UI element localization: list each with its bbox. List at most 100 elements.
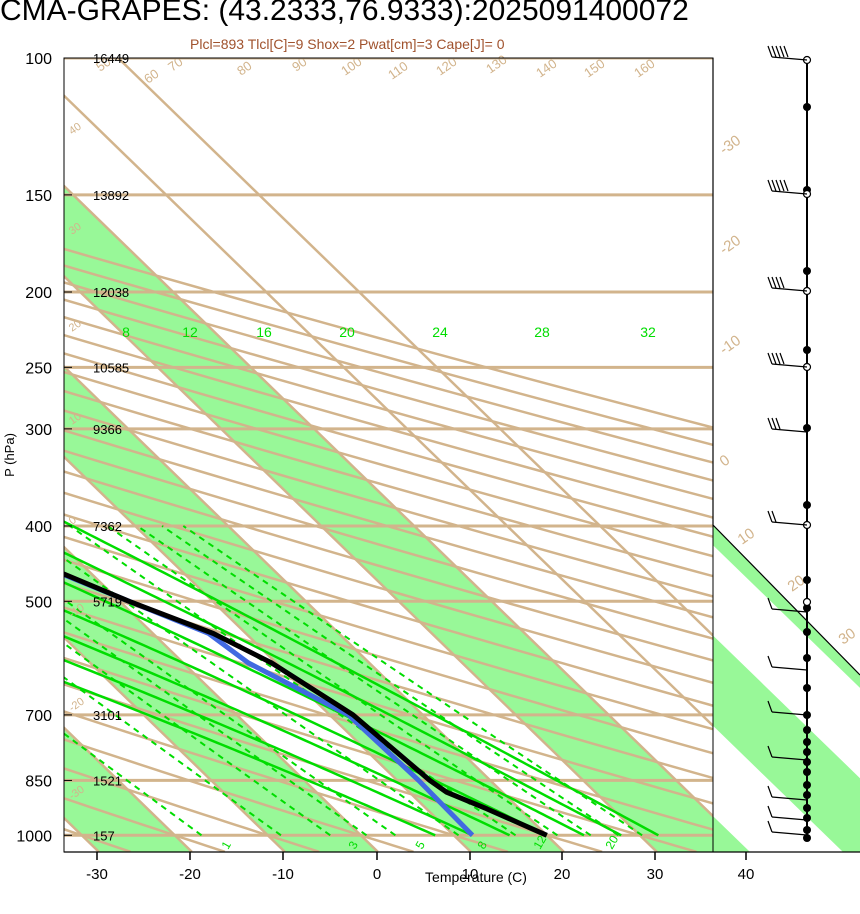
- wind-barb-flag: [779, 276, 785, 289]
- dry-adiabat-label: 30: [836, 625, 859, 648]
- moist-adiabat: [64, 581, 585, 837]
- moist-adiabat: [64, 551, 622, 837]
- wind-barb: [771, 56, 808, 61]
- wind-level-dot: [803, 814, 811, 822]
- dry-adiabat-label: 110: [385, 58, 411, 82]
- wind-level-dot: [803, 346, 811, 354]
- dry-adiabat: [64, 535, 713, 731]
- dry-adiabat: [64, 491, 713, 685]
- wind-barb-flag: [767, 597, 773, 610]
- wind-barb-flag: [779, 352, 785, 365]
- wind-level-dot: [803, 654, 811, 662]
- wind-level-dot: [803, 726, 811, 734]
- dry-adiabat: [64, 710, 509, 852]
- moist-adiabat-label: 20: [339, 324, 355, 340]
- pressure-tick-label: 250: [25, 360, 52, 377]
- wind-barb: [771, 608, 808, 613]
- mixing-ratio-label: 20: [602, 833, 621, 852]
- wind-barb-flag: [779, 45, 785, 58]
- wind-barb-flag: [783, 179, 789, 192]
- wind-barb: [771, 521, 808, 526]
- dry-adiabat-label: 10: [735, 525, 758, 548]
- height-label: 13892: [93, 188, 129, 203]
- wind-barb-flag: [767, 179, 773, 192]
- wind-level-dot: [803, 738, 811, 746]
- dry-adiabat: [64, 582, 713, 780]
- dry-adiabat-label: 60: [141, 66, 161, 87]
- dry-adiabat-label: 50: [93, 54, 113, 75]
- height-label: 1521: [93, 773, 122, 788]
- temperature-profile: [64, 571, 548, 838]
- dry-adiabat: [64, 264, 713, 447]
- dry-adiabat: [64, 558, 713, 755]
- dry-adiabat: [64, 352, 713, 538]
- height-label: 5719: [93, 594, 122, 609]
- dry-adiabat-label: 80: [234, 58, 254, 79]
- dry-adiabat: [64, 315, 713, 501]
- dry-adiabat-label: 120: [433, 54, 459, 79]
- dry-adiabat: [64, 606, 713, 805]
- wind-barb-flag: [767, 655, 773, 668]
- x-tick-label: -10: [272, 866, 294, 883]
- wind-barb-flag: [767, 820, 773, 833]
- wind-level-dot: [803, 684, 811, 692]
- x-tick-label: 20: [554, 866, 571, 883]
- wind-barb-flag: [767, 510, 773, 523]
- mixing-ratio-line: [64, 676, 282, 837]
- wind-level-dot: [803, 781, 811, 789]
- x-tick-label: 40: [738, 866, 755, 883]
- dry-adiabat: [64, 470, 713, 662]
- wind-barb-flag: [767, 700, 773, 713]
- wind-barb: [771, 190, 808, 195]
- dry-adiabat-label: 20: [785, 572, 808, 595]
- wind-level-dot: [803, 267, 811, 275]
- moist-adiabat-label: 16: [256, 324, 272, 340]
- isotherm-band: [64, 185, 713, 852]
- height-label: 9366: [93, 422, 122, 437]
- x-tick-label: -20: [179, 866, 201, 883]
- wind-level-dot: [803, 768, 811, 776]
- dry-adiabat-label: 30: [67, 221, 84, 238]
- dry-adiabat: [64, 683, 603, 852]
- pressure-tick-label: 150: [25, 188, 52, 205]
- moist-adiabat-label: 12: [182, 324, 198, 340]
- dry-adiabat: [64, 298, 713, 482]
- wind-barb-flag: [771, 352, 777, 365]
- wind-panel-border: [712, 58, 860, 676]
- wind-barb-flag: [775, 276, 781, 289]
- dry-adiabat-label: 0: [67, 514, 79, 527]
- mixing-ratio-line: [69, 525, 517, 837]
- wind-level-dot: [803, 834, 811, 842]
- wind-level-dot: [803, 576, 811, 584]
- moist-adiabat-label: 28: [534, 324, 550, 340]
- wind-barb: [771, 666, 808, 671]
- moist-adiabat: [64, 609, 548, 837]
- x-tick-label: 0: [373, 866, 381, 883]
- dry-adiabat-label: 70: [165, 54, 185, 75]
- wind-level-dot: [803, 424, 811, 432]
- dewpoint-profile: [64, 572, 475, 838]
- mixing-ratio-line: [182, 525, 643, 837]
- wind-barb-flag: [771, 276, 777, 289]
- wind-barb: [771, 756, 808, 761]
- wind-level-dot: [803, 103, 811, 111]
- x-tick-label: 10: [462, 866, 479, 883]
- wind-barb: [771, 816, 808, 821]
- wind-level-dot: [803, 791, 811, 799]
- wind-barb: [771, 287, 808, 292]
- wind-barb-flag: [771, 45, 777, 58]
- dry-adiabat-label: -30: [717, 132, 745, 158]
- moist-adiabat: [64, 520, 659, 837]
- wind-level-dot: [803, 501, 811, 509]
- moist-adiabat-label: 32: [640, 324, 656, 340]
- moist-adiabat: [64, 680, 436, 837]
- wind-level-dot: [803, 804, 811, 812]
- dry-adiabat-label: 130: [483, 52, 509, 77]
- wind-barb-flag: [779, 179, 785, 192]
- y-axis-label: P (hPa): [2, 433, 17, 477]
- pressure-tick-label: 1000: [16, 828, 52, 845]
- dry-adiabat-label: -10: [717, 332, 745, 358]
- wind-level-dot: [803, 628, 811, 636]
- height-label: 7362: [93, 519, 122, 534]
- wind-barb-flag: [775, 352, 781, 365]
